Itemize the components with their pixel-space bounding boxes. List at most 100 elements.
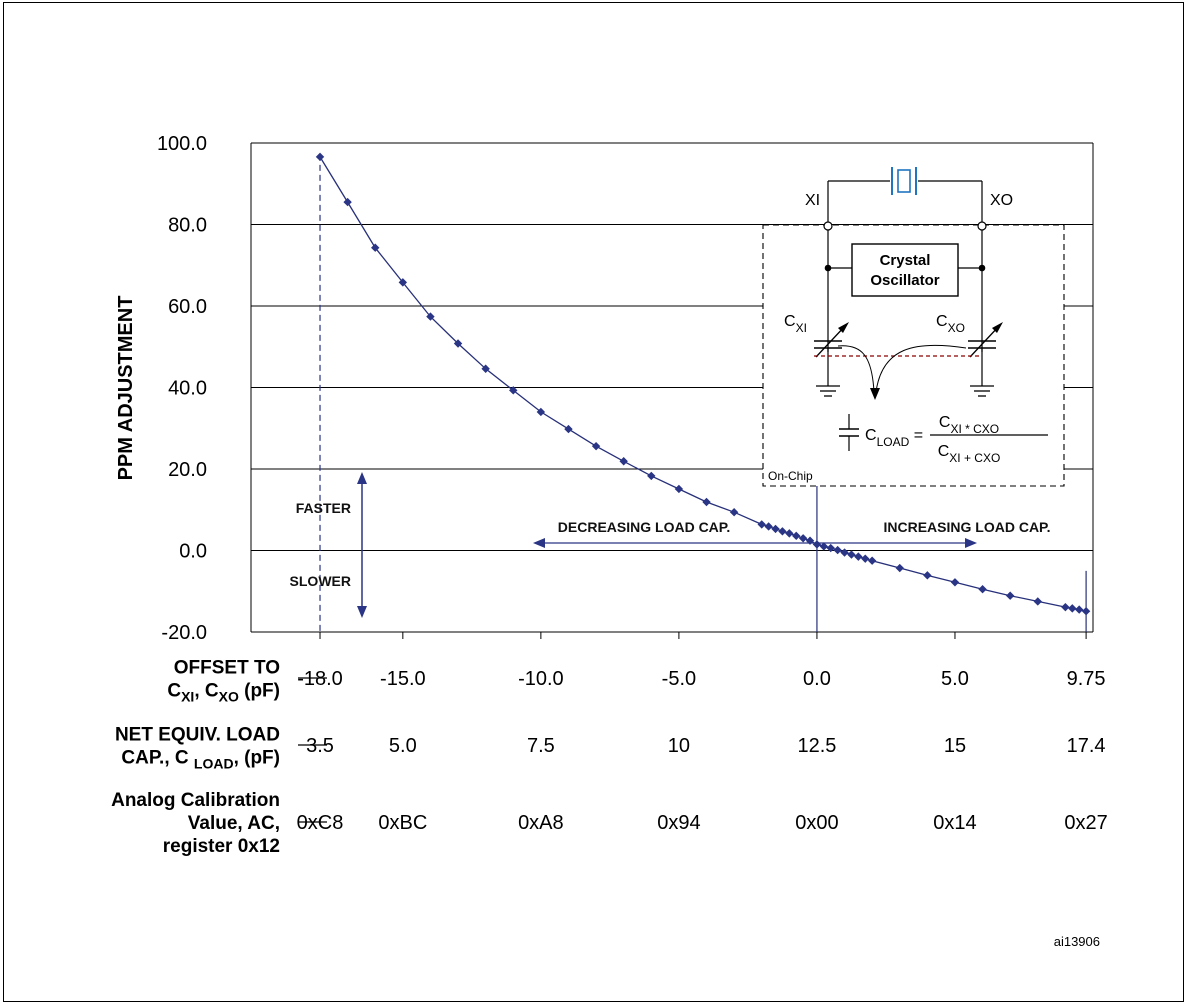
data-point	[343, 197, 352, 207]
data-point	[1068, 604, 1077, 613]
data-point	[729, 507, 739, 517]
data-point	[453, 339, 463, 348]
row-label: NET EQUIV. LOAD	[115, 725, 280, 746]
crystal-icon	[891, 167, 917, 195]
xo-pin-icon	[977, 221, 987, 231]
ground-right-icon	[970, 385, 994, 397]
oscillator-block	[851, 243, 959, 297]
row-value: 5.0	[389, 735, 417, 757]
data-point	[371, 243, 380, 252]
row-label: register 0x12	[163, 836, 280, 857]
arrowhead-right	[965, 538, 977, 548]
data-point	[895, 563, 904, 573]
xo-label: XO	[990, 192, 1013, 209]
y-tick-labels: 100.0 80.0 60.0 40.0 20.0 0.0 -20.0	[157, 133, 207, 644]
data-point	[757, 520, 766, 529]
speed-annotation: FASTER SLOWER	[290, 472, 367, 618]
row-value: 0x27	[1064, 812, 1107, 834]
row-value: 0x14	[933, 812, 976, 834]
y-tick-label: 0.0	[179, 541, 207, 563]
data-point	[1061, 602, 1070, 612]
data-point	[805, 536, 815, 545]
data-point	[847, 550, 856, 559]
row-value: 0x94	[657, 812, 700, 834]
row-value: 5.0	[941, 668, 969, 690]
y-tick-label: 40.0	[168, 378, 207, 400]
row-value: 0.0	[803, 668, 831, 690]
data-point	[854, 552, 863, 561]
row-value: 12.5	[797, 735, 836, 757]
data-point	[536, 407, 546, 417]
faster-label: FASTER	[296, 500, 351, 516]
y-tick-label: 60.0	[168, 296, 207, 318]
arrowhead-left	[533, 538, 545, 548]
row-label: CXI, CXO (pF)	[167, 681, 280, 705]
data-point	[771, 524, 780, 534]
arrowhead-down	[357, 606, 367, 618]
data-point	[950, 578, 960, 587]
row-value: 0x00	[795, 812, 838, 834]
row-value: -10.0	[518, 668, 564, 690]
data-point	[861, 554, 870, 563]
data-point	[923, 571, 932, 580]
data-point	[591, 441, 601, 451]
data-point	[1005, 591, 1015, 600]
series-markers	[315, 152, 1091, 616]
data-point	[840, 548, 849, 557]
data-point	[778, 527, 787, 536]
data-point	[674, 484, 684, 494]
row-label: Analog Calibration	[111, 790, 280, 811]
row-value: -15.0	[380, 668, 426, 690]
data-point	[867, 556, 877, 565]
row-value: 0xC8	[297, 812, 344, 834]
data-point	[702, 497, 711, 507]
data-point	[792, 531, 801, 541]
y-tick-label: 100.0	[157, 133, 207, 155]
cxo-label: CXO	[936, 313, 965, 335]
ground-left-icon	[816, 385, 840, 397]
row-value: 0xA8	[518, 812, 564, 834]
data-point	[619, 457, 628, 466]
data-point	[509, 386, 518, 395]
row-label: CAP., C LOAD, (pF)	[121, 748, 280, 772]
cload-capacitor-icon	[839, 414, 859, 451]
row-value: 10	[668, 735, 690, 757]
data-point	[833, 545, 842, 555]
y-tick-label: 80.0	[168, 215, 207, 237]
data-point	[826, 543, 835, 553]
axes	[250, 143, 1094, 633]
row-value: 3.5	[306, 735, 334, 757]
oscillator-label-2: Oscillator	[870, 272, 939, 289]
data-point	[1081, 607, 1091, 616]
combine-arrowhead-icon	[870, 388, 880, 400]
figure-id: ai13906	[1054, 934, 1100, 949]
data-point	[978, 585, 987, 594]
row-value: 15	[944, 735, 966, 757]
decreasing-label: DECREASING LOAD CAP.	[558, 519, 730, 535]
data-point	[798, 534, 808, 543]
x-tick-marks	[319, 570, 1087, 639]
oscillator-label-1: Crystal	[880, 252, 931, 269]
data-point	[785, 529, 794, 538]
y-tick-label: -20.0	[161, 622, 207, 644]
data-point	[1033, 597, 1042, 606]
row-label: Value, AC,	[188, 813, 280, 834]
xi-label: XI	[805, 192, 820, 209]
data-point	[1074, 605, 1084, 614]
data-point	[647, 471, 656, 481]
cxi-label: CXI	[784, 313, 807, 335]
y-axis-title: PPM ADJUSTMENT	[115, 296, 137, 481]
data-point	[398, 278, 408, 287]
data-point	[481, 364, 490, 373]
data-point	[426, 312, 435, 321]
row-value: 9.75	[1067, 668, 1106, 690]
combine-arrow-left	[837, 345, 875, 393]
xi-pin-icon	[823, 221, 833, 231]
data-point	[315, 152, 325, 162]
row-value: 0xBC	[378, 812, 427, 834]
row-value: -5.0	[662, 668, 696, 690]
slower-label: SLOWER	[290, 573, 351, 589]
data-point	[564, 424, 573, 434]
